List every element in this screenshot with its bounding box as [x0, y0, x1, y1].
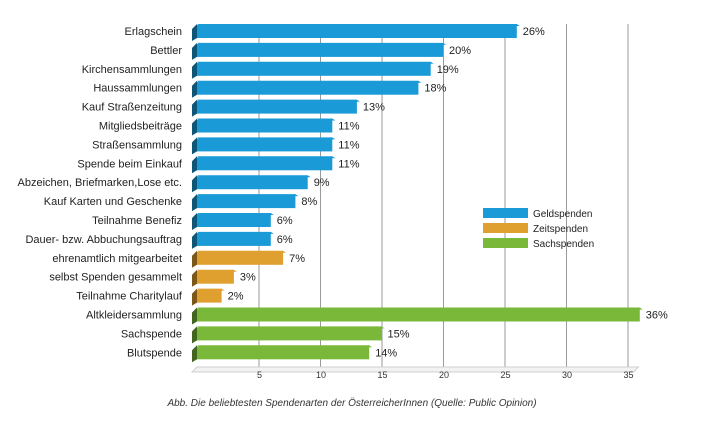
value-label: 20%: [449, 45, 471, 57]
legend-swatch: [483, 208, 528, 218]
x-tick-label-20: 20: [439, 370, 449, 380]
value-label: 14%: [375, 347, 397, 359]
bar: [197, 270, 234, 284]
bar-side: [192, 269, 197, 287]
bar-side: [192, 80, 197, 98]
bar: [197, 308, 640, 322]
bar: [197, 119, 333, 133]
bar-side: [192, 231, 197, 249]
category-label: Teilnahme Benefiz: [92, 215, 182, 227]
category-label: Blutspende: [127, 347, 182, 359]
legend-swatch: [483, 223, 528, 233]
category-label: Dauer- bzw. Abbuchungsauftrag: [25, 234, 182, 246]
x-axis-ticks: 5 10 15 20 25 30 35: [257, 370, 634, 380]
category-label: selbst Spenden gesammelt: [49, 272, 182, 284]
value-label: 3%: [240, 272, 256, 284]
bar-side: [192, 61, 197, 79]
x-tick-label-10: 10: [316, 370, 326, 380]
legend-label: Sachspenden: [533, 239, 594, 250]
value-label: 19%: [437, 64, 459, 76]
bar-side: [192, 42, 197, 60]
bars: Erlagschein 26% Bettler 20% Kirchensammlunge…: [18, 24, 668, 363]
x-tick-label-35: 35: [623, 370, 633, 380]
category-label: Sachspende: [121, 328, 182, 340]
bar-side: [192, 288, 197, 306]
plot-floor: [190, 366, 640, 373]
value-label: 36%: [646, 310, 668, 322]
value-label: 18%: [424, 83, 446, 95]
value-label: 13%: [363, 102, 385, 114]
category-label: Teilnahme Charitylauf: [76, 291, 183, 303]
value-label: 15%: [388, 328, 410, 340]
bar-side: [192, 175, 197, 193]
bar: [197, 195, 296, 209]
chart-caption: Abb. Die beliebtesten Spendenarten der Ö…: [167, 398, 537, 409]
legend-swatch: [483, 238, 528, 248]
bar: [197, 81, 419, 95]
bar: [197, 327, 382, 341]
value-label: 9%: [314, 177, 330, 189]
bar-side: [192, 326, 197, 344]
category-label: Kauf Straßenzeitung: [82, 102, 182, 114]
x-tick-label-25: 25: [500, 370, 510, 380]
category-label: Haussammlungen: [93, 83, 182, 95]
legend: Geldspenden Zeitspenden Sachspenden: [483, 208, 594, 250]
value-label: 8%: [301, 196, 317, 208]
value-label: 6%: [277, 234, 293, 246]
x-tick-label-15: 15: [377, 370, 387, 380]
bar: [197, 346, 370, 360]
bar-side: [192, 156, 197, 174]
category-label: Kirchensammlungen: [82, 64, 182, 76]
value-label: 26%: [523, 26, 545, 38]
value-label: 2%: [228, 291, 244, 303]
bar: [197, 232, 271, 246]
bar: [197, 100, 357, 114]
bar: [197, 251, 284, 265]
bar: [197, 289, 222, 303]
bar: [197, 62, 431, 76]
category-label: Abzeichen, Briefmarken,Lose etc.: [18, 177, 182, 189]
value-label: 7%: [289, 253, 305, 265]
category-label: Spende beim Einkauf: [77, 158, 183, 170]
bar-side: [192, 250, 197, 268]
bar: [197, 176, 308, 190]
legend-label: Zeitspenden: [533, 224, 588, 235]
category-label: Straßensammlung: [92, 139, 182, 151]
bar: [197, 214, 271, 227]
bar-side: [192, 24, 197, 41]
value-label: 6%: [277, 215, 293, 227]
value-label: 11%: [338, 158, 359, 170]
category-label: Erlagschein: [125, 26, 182, 38]
value-label: 11%: [338, 121, 359, 133]
category-label: Kauf Karten und Geschenke: [44, 196, 182, 208]
bar: [197, 138, 333, 152]
bar-side: [192, 194, 197, 212]
bar-side: [192, 99, 197, 117]
category-label: ehrenamtlich mitgearbeitet: [52, 253, 182, 265]
category-label: Altkleidersammlung: [86, 310, 182, 322]
bar-side: [192, 213, 197, 230]
bar-side: [192, 118, 197, 136]
bar: [197, 25, 517, 38]
bar-side: [192, 137, 197, 155]
category-label: Mitgliedsbeiträge: [99, 121, 182, 133]
bar-side: [192, 307, 197, 325]
x-tick-label-5: 5: [257, 370, 262, 380]
x-tick-label-30: 30: [562, 370, 572, 380]
category-label: Bettler: [150, 45, 182, 57]
value-label: 11%: [338, 139, 359, 151]
bar: [197, 43, 443, 57]
bar: [197, 157, 333, 171]
legend-label: Geldspenden: [533, 209, 593, 220]
bar-side: [192, 345, 197, 363]
